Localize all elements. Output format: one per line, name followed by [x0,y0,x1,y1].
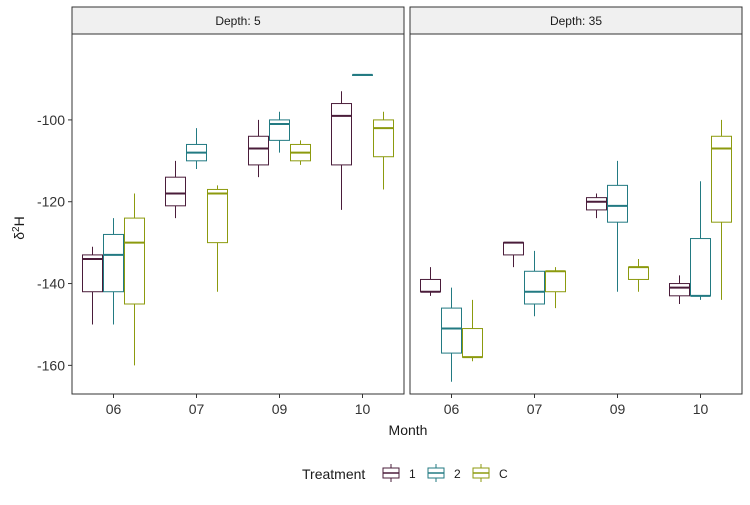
box-06-treatment-C [124,193,145,366]
box-06-treatment-2 [103,218,124,325]
panel-1: Depth: 5 06 07 09 10 -160 -140 -120 -100 [37,6,405,417]
legend-label: C [499,467,508,481]
box-iqr [586,197,607,211]
panel-strip-title: Depth: 5 [215,14,261,28]
x-tick-label: 09 [272,401,288,417]
legend: 1 2 C [382,464,508,482]
box-iqr [124,217,145,305]
box-10-treatment-2 [690,181,711,300]
box-09-treatment-C [290,140,311,165]
box-iqr [207,188,228,244]
y-tick-label: -160 [37,357,65,373]
y-tick-label: -100 [37,112,65,128]
box-09-treatment-2 [607,160,628,292]
panel-2: Depth: 35 06 07 09 10 [409,6,743,417]
legend-label: 2 [454,467,461,481]
x-tick-label: 09 [610,401,626,417]
box-07-treatment-2 [186,128,207,169]
box-09-treatment-C [628,259,649,292]
y-axis-title: δ2H [11,216,27,239]
box-09-treatment-1 [586,193,607,219]
box-07-treatment-C [545,267,566,309]
box-iqr [165,176,186,207]
legend-item-1: 1 [382,464,416,482]
legend-title: Treatment [302,466,365,482]
legend-item-C: C [472,464,508,482]
x-tick-label: 10 [693,401,709,417]
box-10-treatment-2 [352,73,373,76]
box-06-treatment-C [462,299,483,362]
box-iqr [82,254,103,293]
box-10-treatment-1 [331,91,352,210]
panel-strip [409,6,743,35]
x-tick-label: 07 [527,401,543,417]
x-tick-label: 06 [106,401,122,417]
box-07-treatment-2 [524,250,545,317]
box-10-treatment-C [373,111,394,190]
panel-plot-area [71,33,405,395]
y-tick-label: -140 [37,276,65,292]
box-iqr [524,270,545,305]
box-07-treatment-C [207,185,228,292]
box-iqr [607,184,628,223]
box-iqr [269,119,290,141]
box-06-treatment-1 [420,267,441,296]
y-axis-title-main: δ [11,232,27,240]
panel-strip-title: Depth: 35 [550,14,602,28]
y-axis-title-tail: H [11,216,27,226]
box-iqr [373,119,394,158]
panel-plot-area [409,33,743,395]
box-iqr [711,135,732,223]
x-tick-label: 06 [444,401,460,417]
y-axis-title-sup: 2 [11,226,22,232]
y-tick-label: -120 [37,194,65,210]
x-tick-label: 07 [189,401,205,417]
panels-layer: Depth: 5 06 07 09 10 -160 -140 -120 -100 Depth: 3… [37,6,743,417]
box-iqr [669,283,690,297]
box-07-treatment-1 [503,241,524,268]
x-axis-title: Month [389,422,428,438]
box-iqr [331,103,352,166]
box-07-treatment-1 [165,160,186,219]
box-iqr [103,233,124,293]
box-iqr [441,307,462,354]
box-09-treatment-1 [248,119,269,178]
legend-item-2: 2 [427,464,461,482]
legend-label: 1 [409,467,416,481]
x-tick-label: 10 [355,401,371,417]
box-10-treatment-C [711,119,732,300]
box-06-treatment-2 [441,287,462,382]
box-10-treatment-1 [669,275,690,304]
box-06-treatment-1 [82,246,103,325]
box-09-treatment-2 [269,111,290,153]
box-iqr [248,135,269,166]
